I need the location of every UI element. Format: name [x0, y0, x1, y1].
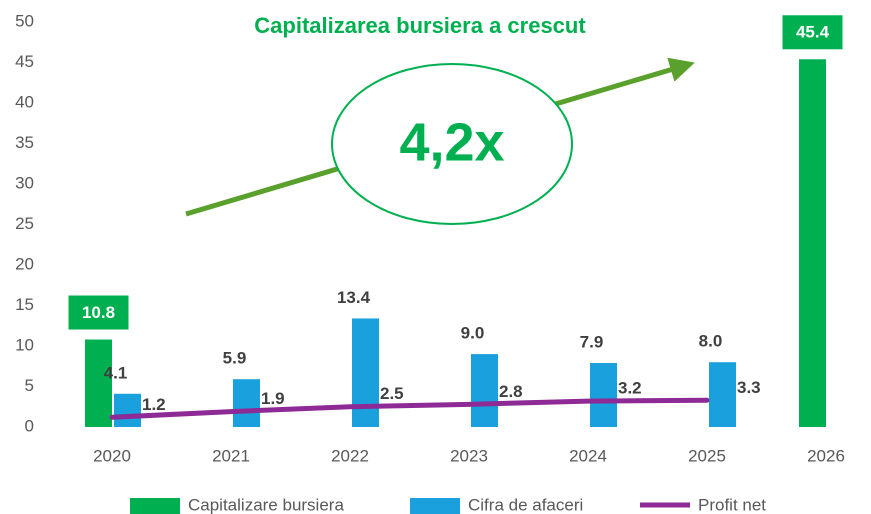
legend-label: Cifra de afaceri: [468, 495, 583, 514]
value-label: 2.5: [380, 384, 404, 403]
legend-swatch: [410, 498, 460, 514]
x-tick-label: 2023: [450, 446, 488, 465]
value-label-box: [782, 15, 843, 50]
x-tick-label: 2025: [688, 446, 726, 465]
value-label: 3.2: [618, 379, 642, 398]
value-label: 5.9: [223, 349, 247, 368]
y-tick-label: 5: [25, 376, 34, 395]
bar: [799, 59, 826, 427]
value-label: 4.1: [104, 363, 128, 382]
chart-title: Capitalizarea bursiera a crescut: [254, 13, 586, 38]
x-tick-label: 2026: [807, 446, 845, 465]
x-tick-label: 2022: [331, 446, 369, 465]
y-tick-label: 20: [15, 254, 34, 273]
legend-swatch: [130, 498, 180, 514]
value-label: 9.0: [461, 324, 485, 343]
bar: [85, 339, 112, 427]
legend-label: Capitalizare bursiera: [188, 495, 344, 514]
bar: [114, 393, 141, 427]
x-tick-label: 2020: [93, 446, 131, 465]
x-tick-label: 2024: [569, 446, 607, 465]
y-tick-label: 0: [25, 416, 34, 435]
y-tick-label: 10: [15, 335, 34, 354]
value-label: 10.8: [82, 303, 115, 322]
y-tick-label: 15: [15, 295, 34, 314]
value-label: 3.3: [737, 378, 761, 397]
y-tick-label: 25: [15, 214, 34, 233]
value-label: 1.9: [261, 389, 285, 408]
value-label: 7.9: [580, 332, 604, 351]
value-label: 1.2: [142, 395, 166, 414]
value-label: 8.0: [699, 332, 723, 351]
value-label-box: [68, 295, 129, 330]
y-tick-label: 30: [15, 173, 34, 192]
y-tick-label: 50: [15, 11, 34, 30]
bar: [233, 379, 260, 427]
value-label: 13.4: [337, 288, 371, 307]
y-tick-label: 35: [15, 133, 34, 152]
y-tick-label: 45: [15, 52, 34, 71]
line: [109, 397, 710, 420]
x-tick-label: 2021: [212, 446, 250, 465]
bar: [471, 354, 498, 427]
legend-label: Profit net: [698, 495, 766, 514]
value-label: 2.8: [499, 382, 523, 401]
bar: [709, 362, 736, 427]
y-tick-label: 40: [15, 92, 34, 111]
bar: [590, 363, 617, 427]
annotation: 4,2x: [399, 112, 504, 172]
bar: [352, 318, 379, 427]
highlight-ellipse: [331, 63, 573, 225]
value-label: 45.4: [796, 23, 830, 42]
